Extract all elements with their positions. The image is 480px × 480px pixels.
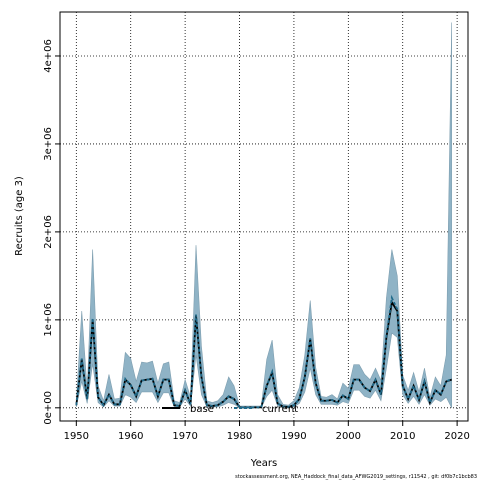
series-line-current bbox=[75, 294, 453, 409]
x-tick-label: 2000 bbox=[336, 431, 361, 442]
x-tick-label: 1950 bbox=[64, 431, 89, 442]
legend-label-current: current bbox=[262, 404, 298, 415]
y-tick-label: 2e+06 bbox=[43, 215, 54, 249]
x-tick-label: 1980 bbox=[227, 431, 252, 442]
x-tick-label: 1990 bbox=[281, 431, 306, 442]
series-lines-layer bbox=[75, 294, 453, 409]
legend: base current bbox=[162, 404, 298, 415]
confidence-band-layer bbox=[76, 22, 452, 408]
x-tick-label: 2010 bbox=[390, 431, 415, 442]
y-tick-label: 0e+00 bbox=[43, 391, 54, 425]
x-tick-label: 1970 bbox=[172, 431, 197, 442]
footer-note: stockassessment.org, NEA_Haddock_final_d… bbox=[235, 474, 477, 480]
x-axis-title: Years bbox=[250, 458, 277, 469]
legend-label-base: base bbox=[190, 404, 214, 415]
axes-layer: 1950 1960 1970 1980 1990 2000 2010 2020 0e+00 1e+… bbox=[43, 39, 470, 442]
grid-lines bbox=[60, 12, 468, 421]
y-tick-label: 1e+06 bbox=[43, 303, 54, 337]
x-tick-label: 2020 bbox=[444, 431, 469, 442]
confidence-band bbox=[76, 22, 452, 408]
y-tick-label: 4e+06 bbox=[43, 39, 54, 73]
plot-area-frame bbox=[59, 11, 469, 422]
y-tick-label: 3e+06 bbox=[43, 127, 54, 161]
y-axis-title: Recruits (age 3) bbox=[14, 176, 25, 256]
x-tick-label: 1960 bbox=[118, 431, 143, 442]
